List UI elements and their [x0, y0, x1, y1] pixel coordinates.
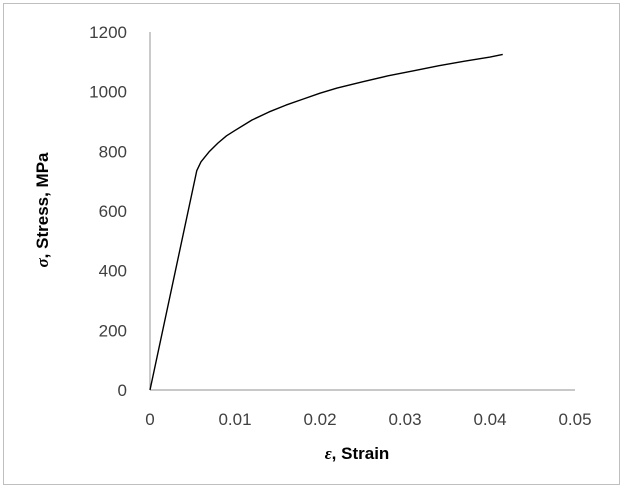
- x-tick-label: 0: [145, 410, 154, 429]
- x-axis-title: ε, Strain: [325, 444, 390, 463]
- x-tick-label: 0.05: [558, 410, 591, 429]
- y-tick-label: 0: [118, 381, 127, 400]
- x-tick-label: 0.01: [218, 410, 251, 429]
- series-group: [149, 53, 503, 391]
- y-axis-symbol: σ: [33, 258, 52, 268]
- y-tick-label: 800: [99, 142, 127, 161]
- y-axis-title: σ, Stress, MPa: [33, 152, 52, 268]
- y-tick-label: 1200: [89, 23, 127, 42]
- y-axis-label: , Stress, MPa: [33, 152, 52, 258]
- y-tick-label: 400: [99, 262, 127, 281]
- x-tick-label: 0.04: [473, 410, 506, 429]
- x-tick-label: 0.02: [303, 410, 336, 429]
- y-tick-label: 1000: [89, 83, 127, 102]
- y-tick-labels: 0 200 400 600 800 1000 1200: [89, 23, 127, 400]
- x-tick-labels: 0 0.01 0.02 0.03 0.04 0.05: [145, 410, 591, 429]
- chart-frame: [3, 3, 620, 485]
- y-tick-label: 600: [99, 202, 127, 221]
- y-tick-label: 200: [99, 321, 127, 340]
- x-tick-label: 0.03: [388, 410, 421, 429]
- x-axis-symbol: ε: [325, 444, 332, 463]
- axes: [149, 32, 575, 391]
- series-line: [149, 53, 503, 391]
- x-axis-label: , Strain: [332, 444, 390, 463]
